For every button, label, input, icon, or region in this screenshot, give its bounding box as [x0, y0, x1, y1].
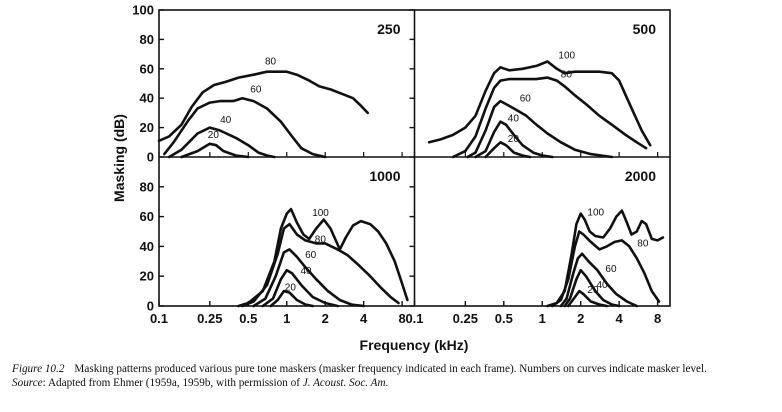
x-tick-label-0-1: 1 — [283, 311, 290, 326]
curve-label-1000-40: 40 — [301, 266, 313, 277]
caption-text: Masking patterns produced various pure t… — [74, 363, 707, 375]
curve-1000-level-100 — [237, 207, 409, 308]
panel-label-250: 250 — [377, 21, 401, 37]
panel-1000: 20 40 60 80 100 1000 — [237, 168, 409, 308]
curve-500-level-80 — [451, 76, 648, 159]
x-tick-label-0-2: 2 — [322, 311, 329, 326]
curve-label-1000-100: 100 — [312, 208, 329, 219]
y-tick-label-top-80: 80 — [140, 32, 154, 47]
curve-1000-level-40 — [261, 268, 339, 308]
y-tick-label-top-20: 20 — [140, 120, 154, 135]
curve-500-level-60 — [466, 99, 614, 159]
curve-2000-level-100 — [546, 209, 665, 308]
x-tick-label-0-8: 8 — [399, 311, 406, 326]
panel-label-1000: 1000 — [369, 168, 400, 184]
curve-label-2000-100: 100 — [587, 208, 604, 219]
x-tick-label-1-8: 8 — [654, 311, 661, 326]
curve-label-2000-20: 20 — [587, 285, 599, 296]
curve-label-500-100: 100 — [558, 50, 575, 61]
x-axis-label: Frequency (kHz) — [360, 337, 469, 353]
curve-500-level-40 — [474, 120, 554, 159]
x-tick-label-1-4: 4 — [616, 311, 624, 326]
y-tick-label-top-60: 60 — [140, 61, 154, 76]
curve-250-level-20 — [180, 142, 250, 159]
y-tick-label-bottom-0: 0 — [147, 299, 154, 314]
curve-label-250-20: 20 — [208, 130, 220, 141]
x-tick-label-1-1: 1 — [539, 311, 546, 326]
masking-patterns-figure: 2040608025020406080100500204060801001000… — [111, 3, 671, 353]
curve-1000-level-20 — [269, 289, 315, 308]
curve-label-1000-20: 20 — [285, 283, 297, 294]
panel-label-500: 500 — [633, 21, 657, 37]
curve-250-level-40 — [167, 126, 276, 159]
caption-source: Source: Adapted from Ehmer (1959a, 1959b… — [12, 376, 776, 390]
curve-2000-level-20 — [567, 289, 609, 308]
x-tick-label-0-0.1: 0.1 — [150, 311, 168, 326]
curve-label-500-20: 20 — [508, 134, 520, 145]
y-tick-label-bottom-60: 60 — [140, 209, 154, 224]
x-tick-label-1-0.1: 0.1 — [405, 311, 423, 326]
y-tick-label-top-40: 40 — [140, 91, 154, 106]
curve-250-level-80 — [157, 70, 369, 143]
y-axis-label: Masking (dB) — [111, 114, 127, 202]
curve-2000-level-80 — [551, 230, 661, 308]
curve-500-level-20 — [484, 141, 532, 159]
source-text: : Adapted from Ehmer (1959a, 1959b, with… — [42, 377, 303, 389]
panel-label-2000: 2000 — [625, 168, 656, 184]
curve-label-500-40: 40 — [508, 114, 520, 125]
y-tick-label-bottom-20: 20 — [140, 269, 154, 284]
figure-number: Figure 10.2 — [12, 363, 65, 375]
curve-label-500-60: 60 — [520, 94, 532, 105]
curve-label-250-60: 60 — [250, 85, 262, 96]
source-label: Source — [12, 377, 43, 389]
curve-500-level-100 — [427, 60, 652, 147]
journal-name: J. Acoust. Soc. Am. — [302, 377, 389, 389]
x-tick-label-0-0.25: 0.25 — [197, 311, 222, 326]
curve-label-2000-80: 80 — [637, 238, 649, 249]
curve-250-level-60 — [163, 96, 327, 159]
y-tick-label-bottom-40: 40 — [140, 239, 154, 254]
curve-label-1000-80: 80 — [315, 234, 327, 245]
y-tick-label-bottom-80: 80 — [140, 179, 154, 194]
x-tick-label-0-0.5: 0.5 — [239, 311, 257, 326]
curve-label-500-80: 80 — [561, 70, 573, 81]
curve-label-250-80: 80 — [265, 57, 277, 68]
curve-label-2000-60: 60 — [605, 264, 617, 275]
x-tick-label-1-0.25: 0.25 — [453, 311, 478, 326]
x-tick-label-1-2: 2 — [577, 311, 584, 326]
figure-caption: Figure 10.2 Masking patterns produced var… — [12, 362, 776, 390]
curve-label-2000-40: 40 — [597, 280, 609, 291]
y-tick-label-top-0: 0 — [147, 150, 154, 165]
y-tick-label-top-100: 100 — [132, 3, 154, 18]
curve-2000-level-40 — [563, 268, 621, 308]
curve-2000-level-60 — [559, 252, 639, 308]
x-tick-label-1-0.5: 0.5 — [495, 311, 513, 326]
curve-1000-level-60 — [252, 248, 365, 308]
caption-main: Figure 10.2 Masking patterns produced var… — [12, 362, 776, 376]
curve-label-1000-60: 60 — [305, 250, 317, 261]
curve-label-250-40: 40 — [220, 115, 232, 126]
x-tick-label-0-4: 4 — [360, 311, 368, 326]
